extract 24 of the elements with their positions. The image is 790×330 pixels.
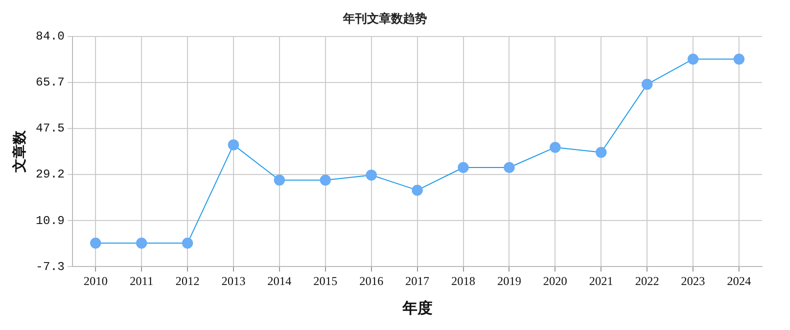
x-tick-label: 2021 — [589, 274, 614, 288]
x-tick-label: 2014 — [267, 274, 292, 288]
y-tick-label: 47.5 — [36, 122, 65, 136]
x-tick-label: 2022 — [635, 274, 660, 288]
x-tick-label: 2023 — [681, 274, 706, 288]
x-tick-label: 2012 — [176, 274, 200, 288]
x-tick-label: 2016 — [359, 274, 384, 288]
x-tick-label: 2011 — [130, 274, 154, 288]
y-tick-label: -7.3 — [36, 260, 65, 274]
x-tick-label: 2010 — [84, 274, 108, 288]
x-tick-label: 2024 — [727, 274, 752, 288]
x-tick-label: 2015 — [313, 274, 338, 288]
y-axis-title: 文章数 — [11, 130, 28, 174]
y-tick-label: 10.9 — [36, 214, 65, 228]
chart-title: 年刊文章数趋势 — [342, 11, 427, 26]
y-tick-label: 84.0 — [36, 30, 65, 44]
y-tick-label: 29.2 — [36, 168, 65, 182]
x-tick-label: 2013 — [221, 274, 246, 288]
x-tick-label: 2018 — [451, 274, 476, 288]
x-tick-label: 2017 — [405, 274, 430, 288]
x-tick-label: 2020 — [543, 274, 568, 288]
x-tick-label: 2019 — [497, 274, 522, 288]
x-axis-title: 年度 — [401, 298, 432, 317]
y-tick-label: 65.7 — [36, 76, 65, 90]
